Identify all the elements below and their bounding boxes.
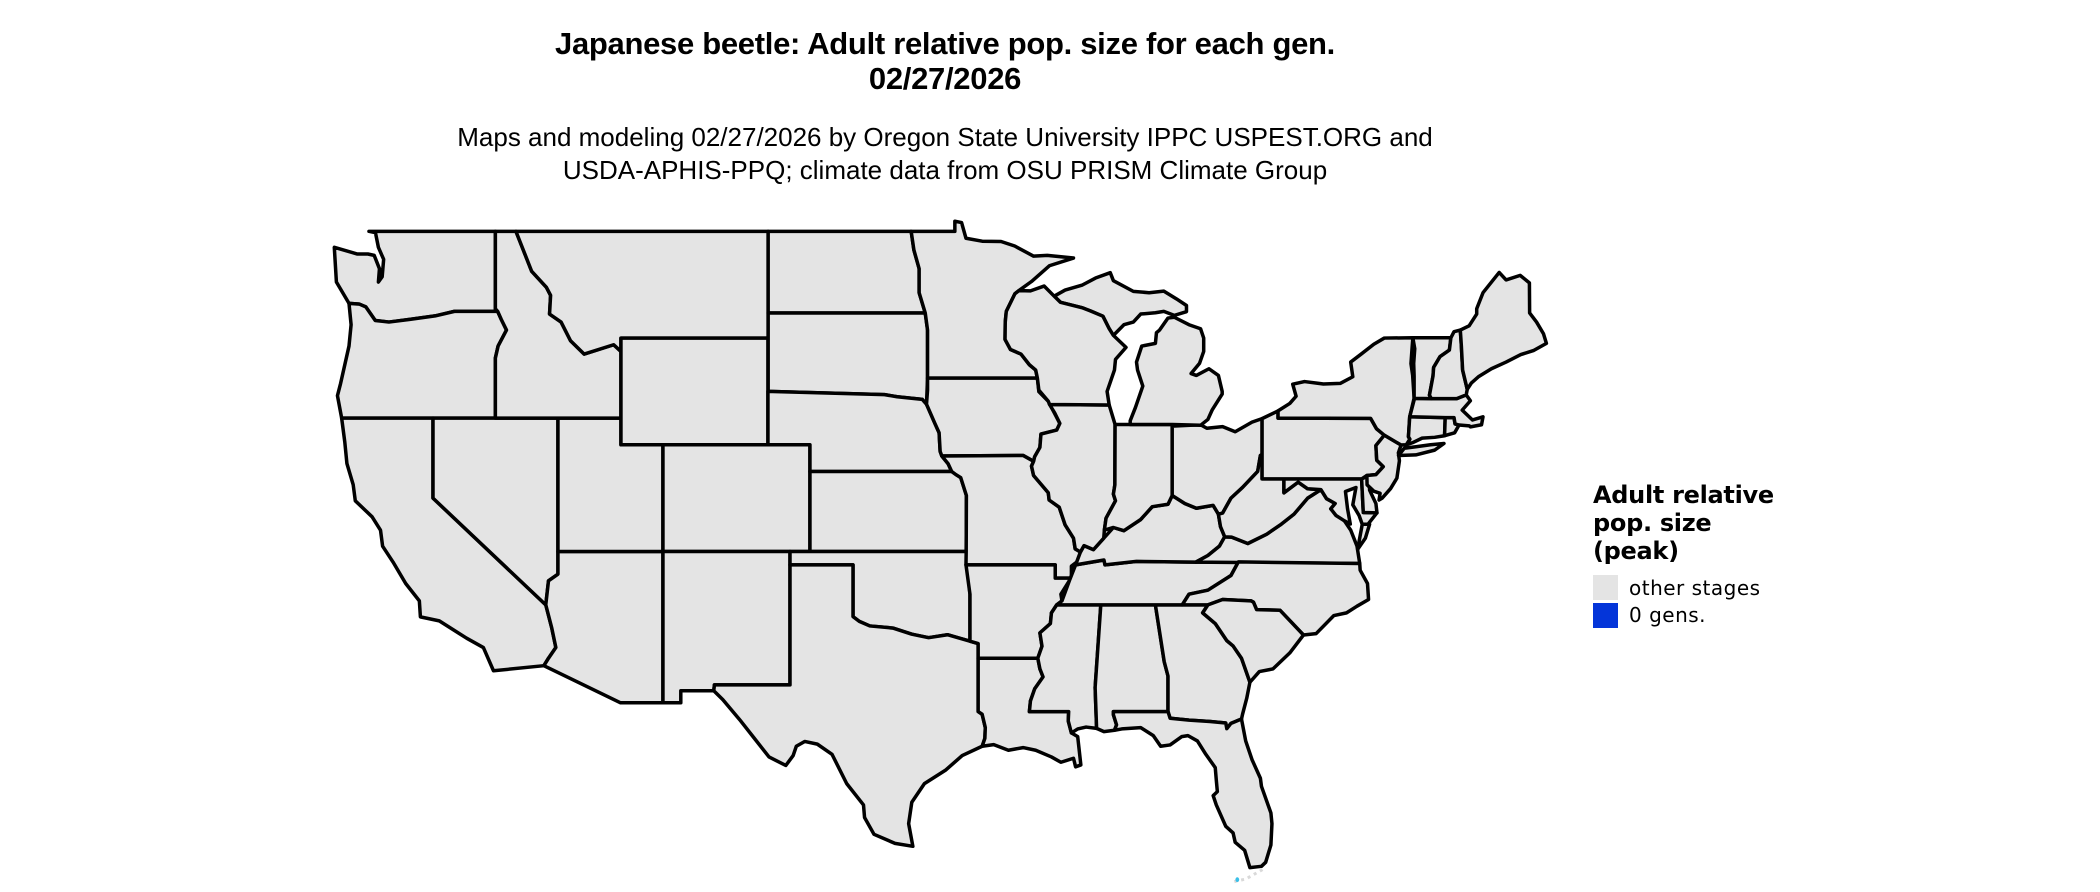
legend-label-0-gens: 0 gens.	[1629, 603, 1707, 628]
keys-data-dot	[1235, 877, 1240, 883]
state-pennsylvania	[1262, 411, 1384, 479]
legend-title: Adult relative pop. size (peak)	[1593, 481, 1774, 565]
state-connecticut	[1406, 417, 1445, 445]
state-borders-group	[334, 221, 1546, 882]
state-maine	[1460, 272, 1546, 389]
subtitle-line-1: Maps and modeling 02/27/2026 by Oregon S…	[457, 122, 1433, 152]
legend-swatch-0-gens	[1593, 602, 1618, 628]
state-texas	[714, 565, 986, 846]
us-states-map	[328, 210, 1567, 892]
state-arizona	[544, 552, 663, 703]
state-wyoming	[621, 338, 768, 445]
state-florida	[1113, 712, 1272, 868]
state-new-mexico	[663, 552, 790, 703]
state-south-carolina	[1203, 600, 1304, 683]
state-virginia-eastern-shore	[1358, 524, 1370, 549]
title-line-2: 02/27/2026	[868, 61, 1022, 96]
legend-title-line-3: (peak)	[1593, 537, 1679, 565]
state-new-jersey	[1367, 435, 1401, 500]
page-title: Japanese beetle: Adult relative pop. siz…	[0, 26, 1890, 96]
subtitle-line-2: USDA-APHIS-PPQ; climate data from OSU PR…	[562, 155, 1328, 185]
long-island	[1399, 443, 1444, 455]
legend-swatch-other-stages	[1593, 575, 1618, 601]
page-subtitle: Maps and modeling 02/27/2026 by Oregon S…	[0, 121, 1890, 187]
florida-keys	[1232, 870, 1262, 883]
legend: Adult relative pop. size (peak) other st…	[1593, 481, 1774, 629]
state-wisconsin	[1005, 286, 1126, 405]
state-michigan-lower	[1130, 317, 1222, 425]
state-kansas	[810, 471, 966, 551]
state-fill-group	[334, 221, 1546, 882]
legend-item-0-gens: 0 gens.	[1593, 602, 1774, 630]
legend-items: other stages 0 gens.	[1593, 574, 1774, 629]
state-oregon	[337, 303, 506, 418]
state-new-york	[1278, 338, 1414, 445]
legend-label-other-stages: other stages	[1629, 575, 1761, 600]
state-colorado	[663, 445, 810, 552]
state-north-dakota	[768, 231, 925, 313]
legend-title-line-1: Adult relative	[1593, 481, 1774, 509]
legend-title-line-2: pop. size	[1593, 509, 1712, 537]
legend-item-other-stages: other stages	[1593, 574, 1774, 602]
state-maryland	[1284, 479, 1377, 524]
title-line-1: Japanese beetle: Adult relative pop. siz…	[555, 26, 1335, 61]
